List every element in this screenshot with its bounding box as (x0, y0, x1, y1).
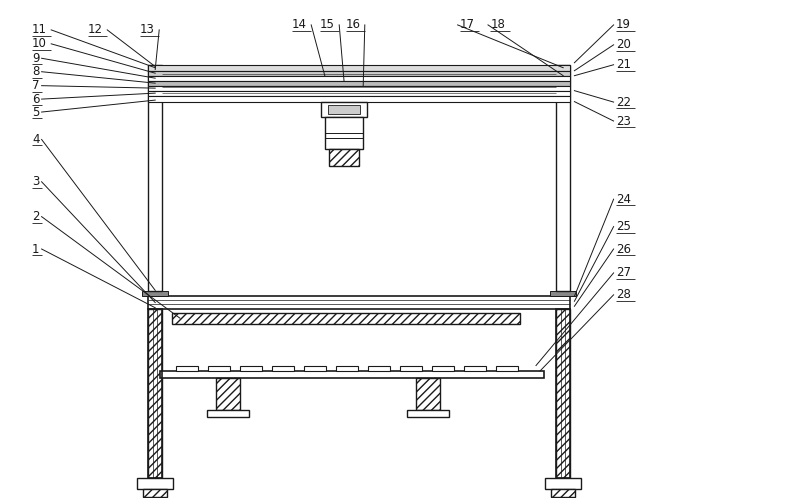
Bar (172, 313, 520, 324)
Bar (148, 309, 162, 478)
Bar (272, 366, 294, 371)
Bar (148, 296, 570, 309)
Bar (148, 65, 162, 291)
Bar (400, 366, 422, 371)
Bar (329, 149, 359, 166)
Text: 9: 9 (32, 52, 39, 65)
Bar (240, 366, 262, 371)
Bar (336, 366, 358, 371)
Text: 11: 11 (32, 23, 47, 36)
Bar (148, 76, 570, 81)
Bar (464, 366, 486, 371)
Bar (216, 378, 240, 410)
Text: 15: 15 (320, 18, 335, 31)
Bar (328, 105, 360, 114)
Bar (137, 478, 174, 489)
Bar (416, 378, 440, 410)
Text: 3: 3 (32, 175, 39, 188)
Bar (208, 366, 230, 371)
Bar (556, 309, 570, 478)
Text: 16: 16 (346, 18, 361, 31)
Text: 5: 5 (32, 106, 39, 119)
Text: 22: 22 (616, 96, 631, 109)
Bar (496, 366, 518, 371)
Bar (148, 81, 570, 86)
Text: 6: 6 (32, 93, 39, 106)
Text: 19: 19 (616, 18, 631, 31)
Text: 21: 21 (616, 58, 631, 71)
Text: 27: 27 (616, 266, 631, 279)
Text: 12: 12 (88, 23, 103, 36)
Bar (148, 309, 162, 478)
Bar (325, 117, 363, 149)
Bar (545, 478, 582, 489)
Bar (556, 309, 570, 478)
Bar (432, 366, 454, 371)
Text: 20: 20 (616, 38, 631, 51)
Text: 8: 8 (32, 65, 39, 78)
Bar (304, 366, 326, 371)
Bar (556, 65, 570, 291)
Bar (176, 366, 198, 371)
Bar (148, 91, 570, 96)
Text: 13: 13 (140, 23, 155, 36)
Text: 23: 23 (616, 115, 631, 127)
Text: 10: 10 (32, 37, 47, 50)
Text: 7: 7 (32, 79, 39, 92)
Text: 25: 25 (616, 220, 631, 233)
Text: 24: 24 (616, 193, 631, 206)
Bar (148, 71, 570, 76)
Bar (321, 102, 367, 117)
Bar (143, 489, 167, 497)
Text: 26: 26 (616, 243, 631, 255)
Bar (148, 65, 570, 71)
Bar (148, 96, 570, 102)
Bar (550, 291, 576, 296)
Bar (160, 371, 544, 378)
Text: 14: 14 (292, 18, 307, 31)
Bar (148, 86, 570, 91)
Text: 18: 18 (490, 18, 506, 31)
Text: 4: 4 (32, 133, 39, 146)
Text: 17: 17 (460, 18, 475, 31)
Bar (368, 366, 390, 371)
Bar (207, 410, 249, 417)
Bar (551, 489, 575, 497)
Text: 2: 2 (32, 210, 39, 223)
Bar (407, 410, 449, 417)
Bar (142, 291, 168, 296)
Text: 28: 28 (616, 288, 631, 301)
Text: 1: 1 (32, 243, 39, 255)
